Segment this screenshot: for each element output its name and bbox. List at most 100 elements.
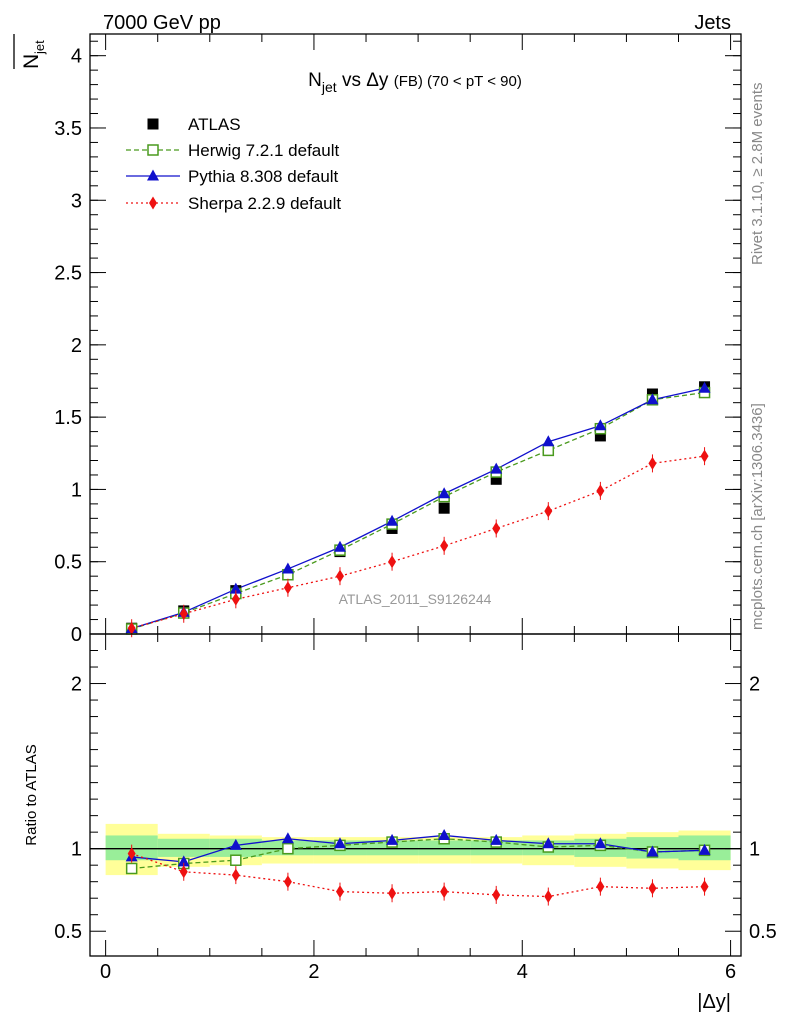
- ratio-point: [335, 885, 344, 899]
- legend-label: Pythia 8.308 default: [188, 167, 339, 186]
- ylabel-jet: jet: [32, 40, 47, 55]
- ratio-point: [231, 868, 240, 882]
- data-point: [127, 621, 136, 635]
- legend-marker: [149, 196, 157, 210]
- legend-marker: [147, 169, 159, 181]
- data-point: [490, 473, 502, 485]
- legend-item: Pythia 8.308 default: [126, 167, 339, 186]
- band-green: [470, 840, 523, 856]
- main-ytick-label: 0: [71, 624, 82, 646]
- ratio-markers-diamond: [127, 844, 709, 906]
- data-point: [700, 449, 709, 463]
- ratio-point: [490, 833, 503, 845]
- ratio-point: [388, 886, 397, 900]
- ratio-point: [127, 847, 136, 861]
- data-point: [594, 419, 607, 431]
- ratio-point: [594, 837, 607, 849]
- main-ytick-label: 0.5: [54, 552, 82, 574]
- series-line: [131, 387, 705, 630]
- mcplots-label: mcplots.cern.ch [arXiv:1306.3436]: [749, 403, 766, 630]
- ratio-ytick-label-right: 0.5: [749, 921, 777, 943]
- ratio-markers-triangle: [125, 828, 711, 867]
- x-tick-label: 4: [517, 961, 528, 983]
- band-green: [366, 840, 419, 856]
- series-triangle: [131, 387, 705, 630]
- ratio-point: [698, 843, 711, 855]
- ratio-point: [596, 880, 605, 894]
- ratio-point: [700, 880, 709, 894]
- data-point: [333, 540, 346, 552]
- main-panel: 0 0.5 1 1.5 2 2.5 3 3.5 4: [54, 33, 742, 646]
- data-point: [283, 581, 292, 595]
- ratio-point: [333, 837, 346, 849]
- series-diamond: [131, 455, 705, 629]
- data-point: [698, 381, 711, 393]
- data-point: [542, 444, 555, 457]
- header-energy: 7000 GeV pp: [103, 12, 221, 34]
- band-green: [418, 840, 471, 856]
- x-tick-label: 6: [725, 961, 736, 983]
- ratio-point: [386, 833, 399, 845]
- ratio-ytick-label-right: 1: [749, 839, 760, 861]
- ratio-line: [131, 853, 705, 898]
- series-line: [131, 391, 705, 630]
- title-n: N: [308, 70, 322, 91]
- x-axis-label: |Δy|: [697, 991, 731, 1013]
- ratio-ylabel: Ratio to ATLAS: [23, 744, 40, 845]
- analysis-tag: ATLAS_2011_S9126244: [339, 591, 492, 607]
- plot-title: Njet vs Δy (FB) (70 < pT < 90): [308, 70, 522, 95]
- data-point: [179, 607, 188, 621]
- ratio-panel: 0.5 0.5 1 1 2 2 0 2 4 6: [54, 633, 777, 983]
- ratio-series-diamond: [131, 853, 705, 898]
- data-point: [544, 504, 553, 518]
- ratio-point: [440, 885, 449, 899]
- data-point: [648, 456, 657, 470]
- ratio-point: [646, 845, 659, 857]
- band-green: [157, 838, 210, 857]
- ratio-ytick-label-right: 2: [749, 674, 760, 696]
- main-ylabel: N jet: [13, 34, 47, 69]
- legend-marker: [147, 118, 159, 130]
- ylabel-n: N: [20, 54, 43, 69]
- legend-item: Herwig 7.2.1 default: [126, 141, 339, 160]
- header-process: Jets: [694, 12, 731, 34]
- ratio-point: [230, 854, 242, 866]
- ratio-ytick-label: 2: [71, 674, 82, 696]
- markers-diamond: [127, 447, 709, 638]
- ratio-point: [492, 888, 501, 902]
- ratio-point: [229, 838, 242, 850]
- ratio-point: [438, 828, 451, 840]
- data-point: [492, 521, 501, 535]
- series-opensquare: [131, 391, 705, 630]
- rivet-label: Rivet 3.1.10, ≥ 2.8M events: [749, 83, 766, 266]
- data-point: [335, 569, 344, 583]
- legend-item: Sherpa 2.2.9 default: [126, 194, 341, 213]
- ratio-point: [177, 855, 190, 867]
- data-point: [594, 430, 606, 442]
- title-vs: vs Δy: [337, 70, 394, 91]
- x-tick-label: 2: [308, 961, 319, 983]
- data-point: [646, 393, 659, 405]
- legend-label: ATLAS: [188, 115, 241, 134]
- data-point: [438, 502, 450, 514]
- series-line: [131, 455, 705, 629]
- data-point: [388, 555, 397, 569]
- ratio-line: [131, 834, 705, 863]
- main-ytick-label: 1: [71, 479, 82, 501]
- main-ytick-label: 1.5: [54, 407, 82, 429]
- ratio-frame: [89, 633, 742, 957]
- ratio-ytick-label: 1: [71, 839, 82, 861]
- data-point: [596, 484, 605, 498]
- data-point: [229, 582, 242, 594]
- data-point: [438, 487, 451, 499]
- legend-item: ATLAS: [147, 115, 241, 134]
- ratio-point: [544, 890, 553, 904]
- ratio-point: [282, 842, 294, 855]
- legend-label: Herwig 7.2.1 default: [188, 141, 339, 160]
- title-range: (70 < pT < 90): [423, 73, 522, 90]
- data-point: [386, 514, 399, 526]
- ratio-line: [131, 838, 705, 870]
- x-tick-label: 0: [100, 961, 111, 983]
- data-point: [490, 462, 503, 474]
